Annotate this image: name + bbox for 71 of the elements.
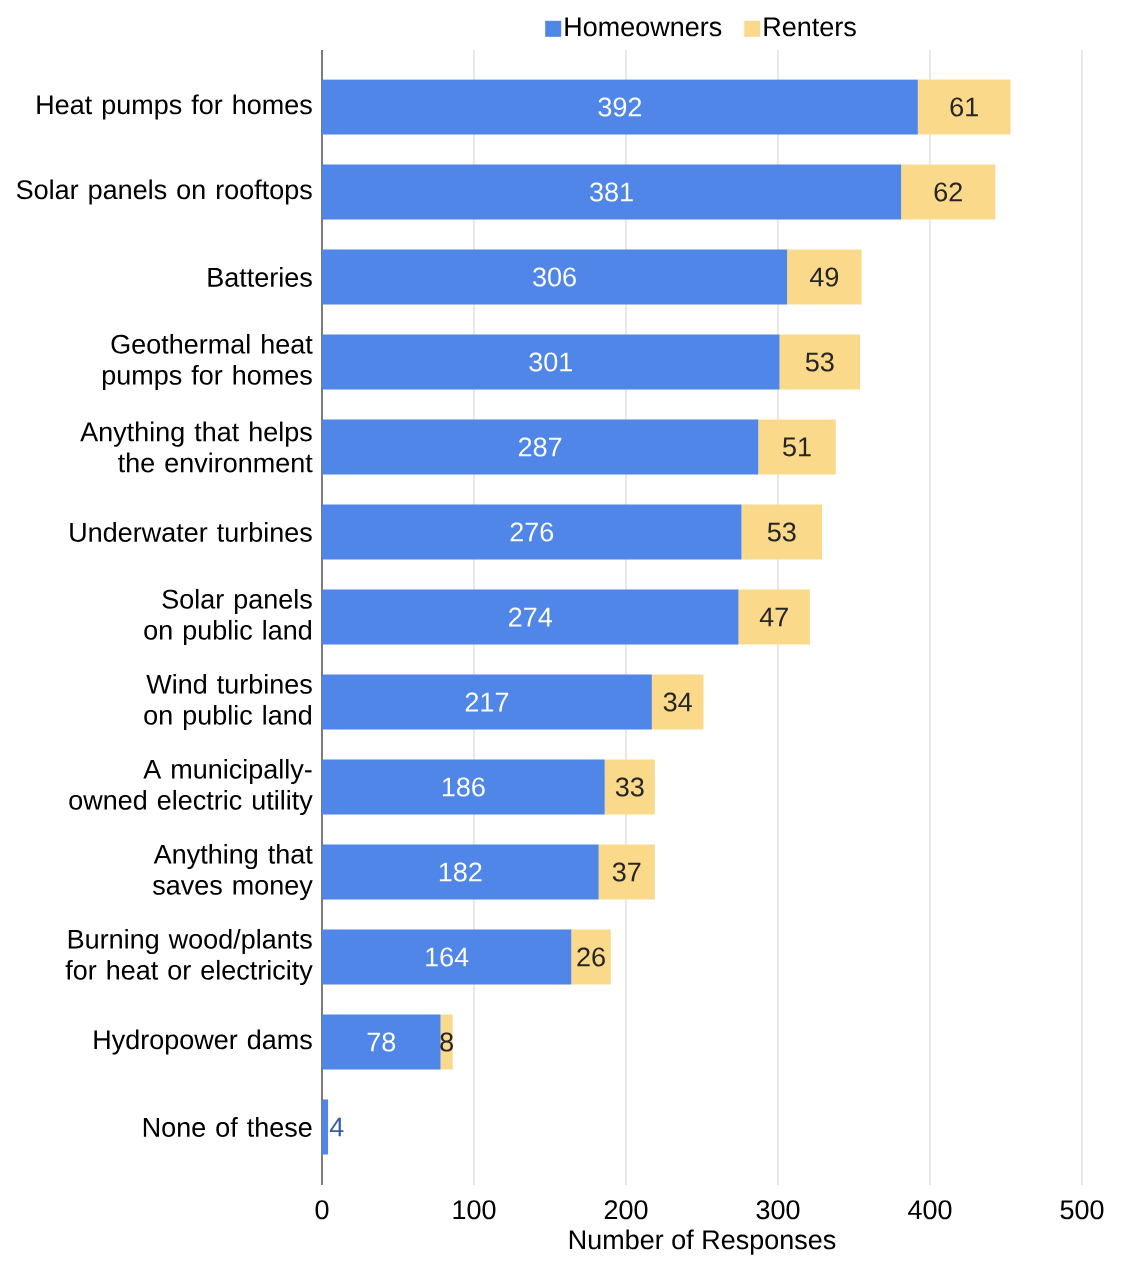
data-label: 306 — [533, 267, 576, 287]
bar — [322, 1099, 329, 1155]
data-label: 47 — [759, 607, 788, 627]
data-label: 274 — [509, 607, 552, 627]
y-tick-label: Solar panels on rooftops — [16, 179, 312, 205]
bar — [651, 674, 704, 730]
bar — [322, 929, 572, 985]
bar — [571, 929, 611, 985]
y-tick-label: Hydropower dams — [94, 1029, 312, 1055]
y-tick-label: Wind turbines on public land — [144, 673, 312, 731]
y-tick-label: Anything that saves money — [152, 843, 313, 901]
data-label: 33 — [615, 777, 644, 797]
y-tick-label: Heat pumps for homes — [37, 94, 312, 120]
bar — [738, 589, 810, 645]
data-label: 37 — [612, 862, 641, 882]
bar — [741, 504, 823, 560]
x-tick-label: 400 — [908, 1200, 952, 1220]
bar — [322, 1014, 441, 1070]
bar — [322, 674, 652, 730]
data-label: 182 — [439, 862, 482, 882]
data-label: 301 — [529, 352, 572, 372]
x-tick-label: 100 — [453, 1200, 496, 1220]
x-tick-label: 300 — [756, 1200, 800, 1220]
data-label: 4 — [329, 1117, 344, 1137]
data-label: 53 — [805, 352, 834, 372]
data-label: 49 — [809, 267, 839, 287]
data-label: 26 — [577, 947, 605, 967]
bar — [322, 504, 742, 560]
bar — [758, 419, 836, 475]
bar — [787, 249, 862, 305]
data-label: 217 — [465, 692, 509, 712]
y-tick-label: A municipally-owned electric utility — [69, 758, 313, 816]
bar — [322, 419, 759, 475]
bar — [322, 79, 918, 135]
data-label: 381 — [590, 182, 633, 202]
bar — [598, 844, 655, 900]
x-axis-title: Number of Responses — [569, 1229, 836, 1255]
data-label: 8 — [440, 1032, 453, 1052]
y-tick-label: Batteries — [208, 267, 312, 287]
y-tick-label: Solar panels on public land — [144, 588, 312, 646]
y-tick-label: None of these — [143, 1117, 312, 1137]
legend-label: Homeowners — [565, 17, 722, 37]
bar — [901, 164, 996, 220]
x-tick-label: 200 — [604, 1200, 648, 1220]
data-label: 276 — [510, 522, 554, 542]
legend-label: Renters — [764, 17, 856, 37]
data-label: 51 — [783, 437, 811, 457]
y-tick-label: Underwater turbines — [70, 522, 312, 542]
data-label: 287 — [518, 437, 562, 457]
data-label: 78 — [367, 1032, 396, 1052]
data-label: 186 — [442, 777, 485, 797]
x-tick-label: 500 — [1060, 1200, 1104, 1220]
bar — [322, 844, 599, 900]
data-label: 61 — [950, 97, 978, 117]
bar — [779, 334, 861, 390]
bar — [322, 249, 788, 305]
data-label: 392 — [598, 97, 642, 117]
y-tick-label: Geothermal heat pumps for homes — [102, 333, 313, 391]
bar — [322, 759, 605, 815]
bar — [917, 79, 1011, 135]
bar — [322, 164, 902, 220]
data-label: 62 — [934, 182, 962, 202]
bar — [604, 759, 655, 815]
data-label: 53 — [767, 522, 796, 542]
bar — [322, 589, 739, 645]
bar — [322, 334, 780, 390]
y-tick-label: Anything that helps the environment — [80, 421, 313, 473]
x-tick-label: 0 — [315, 1200, 329, 1220]
y-tick-label: Burning wood/plants for heat or electricity — [65, 928, 313, 986]
data-label: 164 — [426, 947, 469, 967]
data-label: 34 — [663, 692, 692, 712]
